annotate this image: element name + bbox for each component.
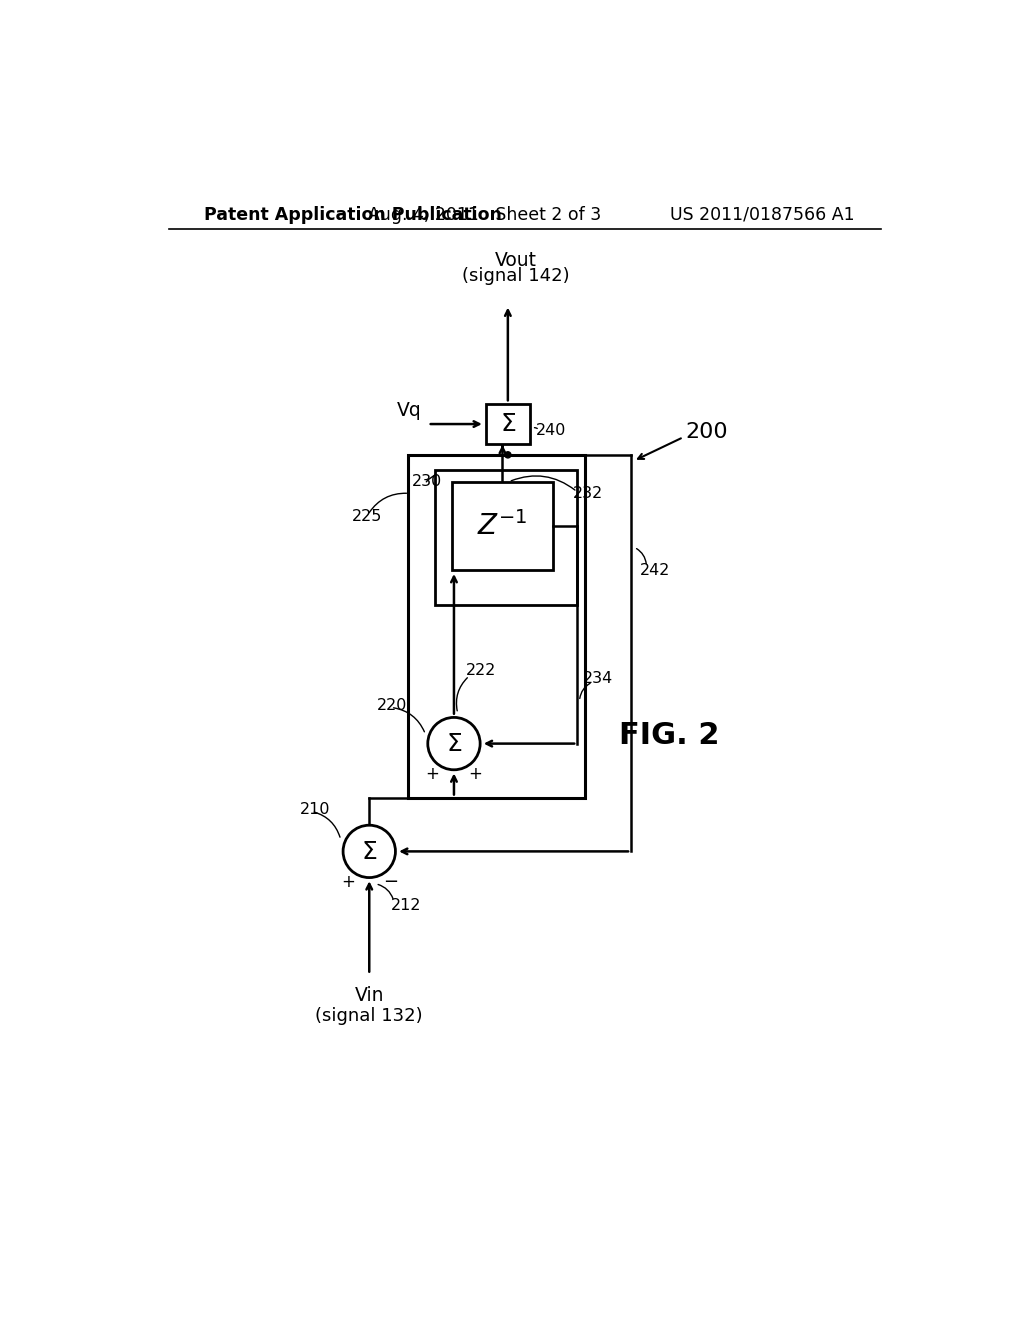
Text: Patent Application Publication: Patent Application Publication <box>204 206 502 223</box>
Bar <box>435 470 578 605</box>
Text: Vin: Vin <box>354 986 384 1005</box>
Text: 212: 212 <box>391 898 421 913</box>
Text: 225: 225 <box>352 510 383 524</box>
Text: 230: 230 <box>412 474 442 490</box>
Text: 210: 210 <box>300 801 331 817</box>
Bar <box>408 455 585 797</box>
Text: 220: 220 <box>377 697 408 713</box>
Text: Aug. 4, 2011   Sheet 2 of 3: Aug. 4, 2011 Sheet 2 of 3 <box>369 206 601 223</box>
Text: Vq: Vq <box>397 401 422 420</box>
Text: $Z^{-1}$: $Z^{-1}$ <box>477 511 527 541</box>
Text: −: − <box>383 873 398 891</box>
Text: US 2011/0187566 A1: US 2011/0187566 A1 <box>670 206 854 223</box>
Text: 222: 222 <box>466 663 496 678</box>
Text: 240: 240 <box>537 422 566 438</box>
Bar <box>485 404 530 444</box>
Text: +: + <box>341 873 354 891</box>
Text: Vout: Vout <box>495 251 537 271</box>
Text: +: + <box>425 766 439 783</box>
Text: 234: 234 <box>584 671 613 685</box>
Text: (signal 132): (signal 132) <box>315 1007 423 1024</box>
Text: $\Sigma$: $\Sigma$ <box>361 840 378 865</box>
Text: $\Sigma$: $\Sigma$ <box>445 733 462 756</box>
Text: (signal 142): (signal 142) <box>462 268 569 285</box>
Text: 200: 200 <box>685 422 728 442</box>
Circle shape <box>505 451 511 458</box>
Bar <box>453 482 553 570</box>
Text: +: + <box>469 766 482 783</box>
Text: 242: 242 <box>640 562 671 578</box>
Text: FIG. 2: FIG. 2 <box>620 722 720 750</box>
Text: 232: 232 <box>573 486 603 500</box>
Text: $\Sigma$: $\Sigma$ <box>500 412 516 436</box>
